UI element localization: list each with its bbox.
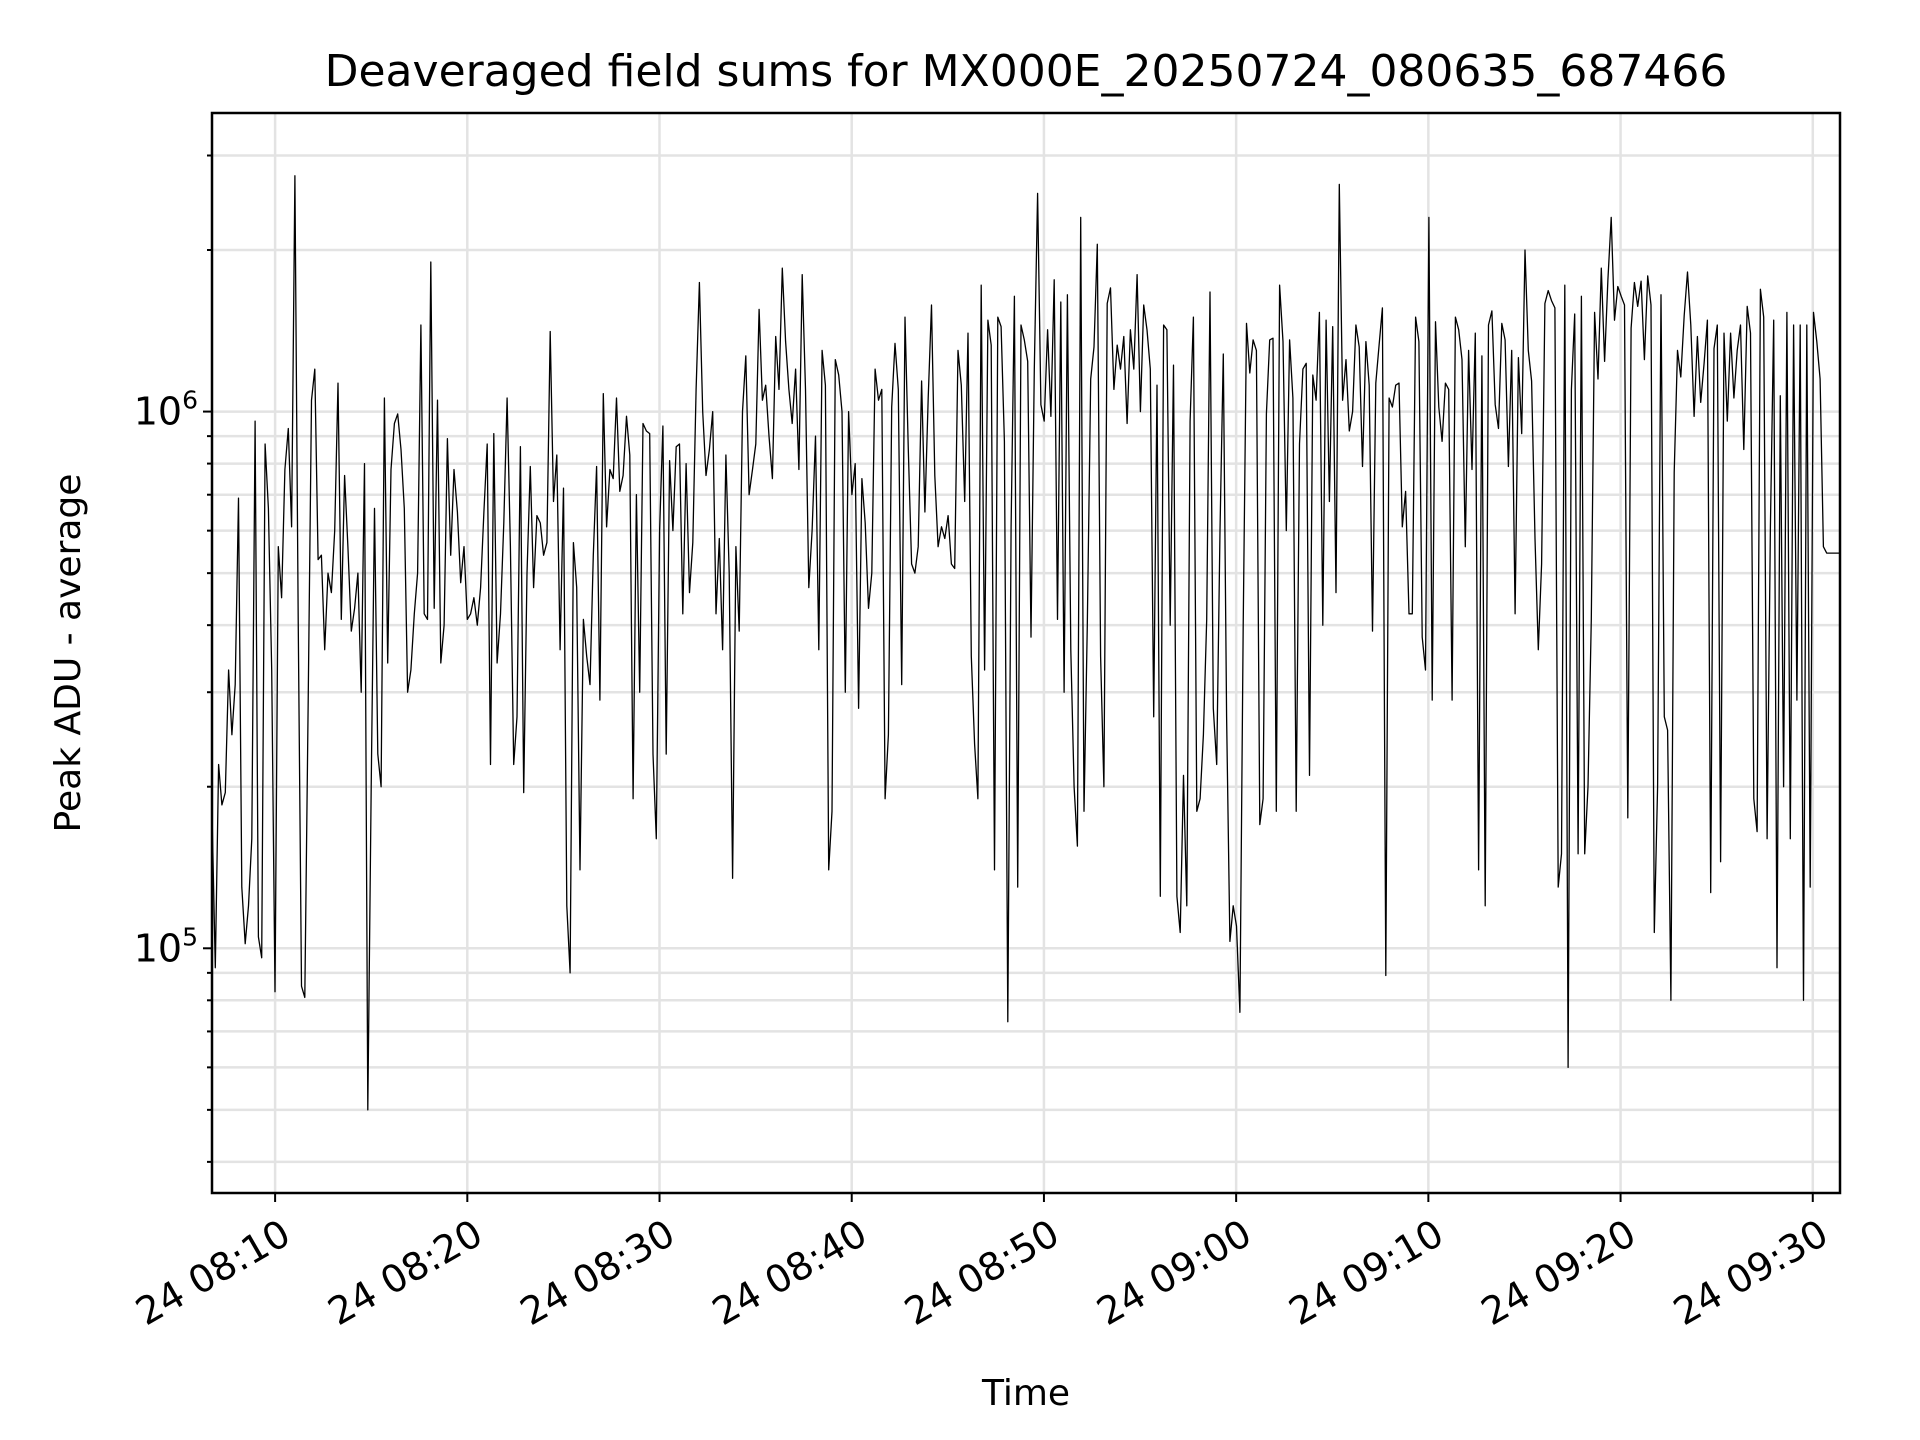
x-tick-label: 24 08:30 (513, 1211, 682, 1334)
chart-title: Deaveraged field sums for MX000E_2025072… (325, 46, 1728, 97)
x-tick-label: 24 08:20 (321, 1211, 490, 1334)
y-tick-label: 106 (134, 386, 198, 434)
x-tick-label: 24 08:50 (897, 1211, 1066, 1334)
x-tick-label: 24 09:00 (1089, 1211, 1258, 1334)
x-tick-label: 24 09:30 (1666, 1211, 1835, 1334)
series-line (212, 175, 1840, 1111)
grid (212, 113, 1840, 1193)
plot-frame (210, 111, 1842, 1195)
x-axis-label: Time (981, 1373, 1070, 1414)
x-tick-label: 24 09:20 (1474, 1211, 1643, 1334)
y-tick-label: 105 (134, 922, 198, 970)
x-tick-label: 24 08:40 (705, 1211, 874, 1334)
x-tick-label: 24 08:10 (128, 1211, 297, 1334)
x-tick-label: 24 09:10 (1282, 1211, 1451, 1334)
y-axis-label: Peak ADU - average (48, 474, 89, 833)
ticks (203, 154, 1814, 1202)
